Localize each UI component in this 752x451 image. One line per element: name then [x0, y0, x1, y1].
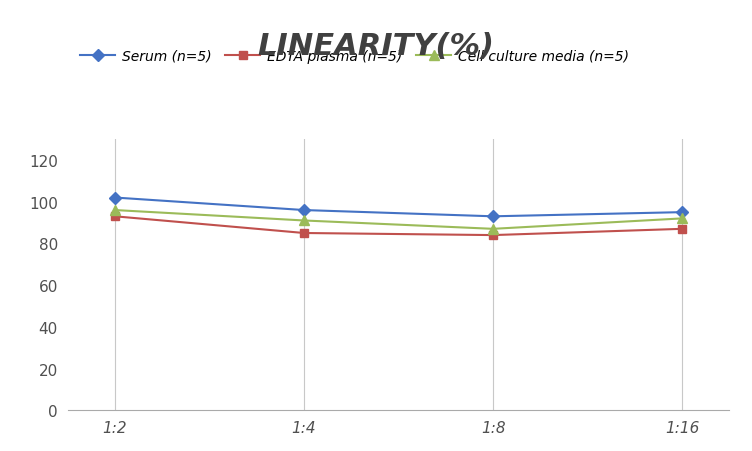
- EDTA plasma (n=5): [111, 214, 120, 220]
- Text: LINEARITY(%): LINEARITY(%): [257, 32, 495, 60]
- Cell culture media (n=5): [489, 226, 498, 232]
- Serum (n=5): [111, 195, 120, 201]
- Serum (n=5): [299, 208, 308, 213]
- Cell culture media (n=5): [678, 216, 687, 221]
- EDTA plasma (n=5): [299, 231, 308, 236]
- Line: Serum (n=5): Serum (n=5): [111, 194, 687, 221]
- Line: Cell culture media (n=5): Cell culture media (n=5): [110, 206, 687, 234]
- Serum (n=5): [678, 210, 687, 216]
- Cell culture media (n=5): [111, 208, 120, 213]
- Serum (n=5): [489, 214, 498, 220]
- Line: EDTA plasma (n=5): EDTA plasma (n=5): [111, 213, 687, 240]
- EDTA plasma (n=5): [678, 226, 687, 232]
- Cell culture media (n=5): [299, 218, 308, 224]
- EDTA plasma (n=5): [489, 233, 498, 238]
- Legend: Serum (n=5), EDTA plasma (n=5), Cell culture media (n=5): Serum (n=5), EDTA plasma (n=5), Cell cul…: [74, 44, 635, 69]
